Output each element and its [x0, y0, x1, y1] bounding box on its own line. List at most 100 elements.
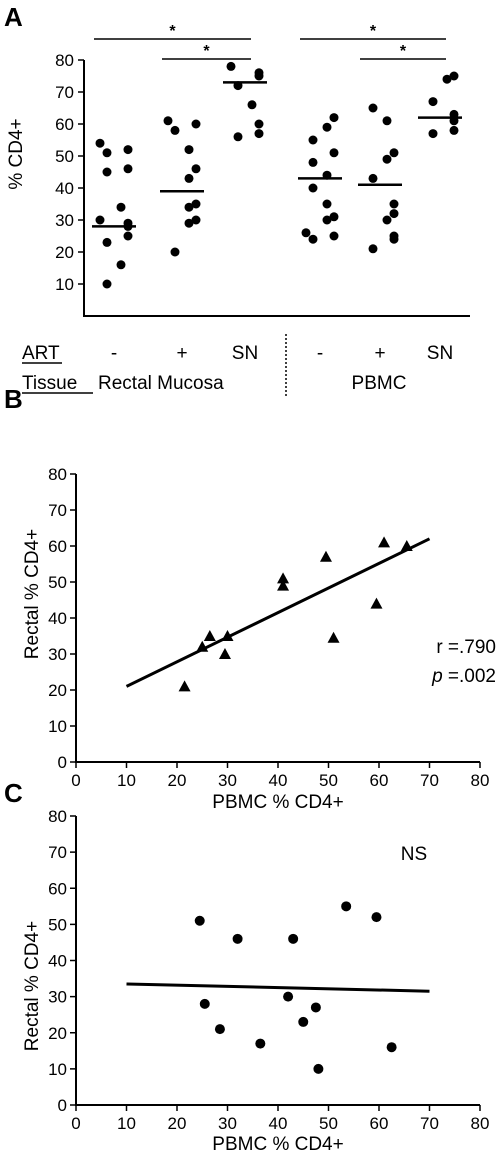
data-point — [184, 173, 194, 183]
x-tick-label: 80 — [471, 1114, 490, 1133]
art-group-label: + — [176, 343, 187, 364]
art-group-label: - — [317, 343, 323, 364]
y-tick-label: 30 — [48, 645, 67, 664]
data-point — [298, 1016, 309, 1027]
data-point — [368, 103, 378, 113]
panel-c-points — [194, 901, 397, 1074]
x-tick-label: 70 — [420, 771, 439, 790]
art-group-label: SN — [427, 343, 453, 364]
art-group-label: + — [374, 343, 385, 364]
data-point — [95, 138, 105, 148]
x-tick-label: 0 — [71, 771, 80, 790]
panel-b-xlabel: PBMC % CD4+ — [212, 792, 343, 813]
data-point — [341, 901, 352, 912]
panel-a-chart: % CD4+ 10 20 30 40 50 60 70 80 * * * * - + SN - + SN AR… — [6, 23, 470, 396]
art-group-label: SN — [232, 343, 258, 364]
data-point — [191, 119, 201, 129]
y-tick-label: 80 — [48, 807, 67, 826]
data-point — [310, 1002, 321, 1013]
panel-c-ns-label: NS — [401, 844, 427, 865]
data-point — [378, 536, 391, 548]
tissue-row-label: Tissue — [22, 373, 77, 394]
data-point — [329, 212, 339, 222]
y-tick-label: 60 — [48, 537, 67, 556]
data-point — [218, 648, 231, 659]
panel-c-axes — [75, 816, 480, 1106]
data-point — [255, 1038, 266, 1049]
y-tick-label: 30 — [48, 988, 67, 1007]
x-tick-label: 50 — [319, 771, 338, 790]
data-point — [199, 998, 210, 1009]
data-point — [95, 215, 105, 225]
y-tick-label: 20 — [48, 1024, 67, 1043]
data-point — [178, 680, 191, 692]
panel-a-axes — [83, 60, 470, 317]
x-tick-label: 50 — [319, 1114, 338, 1133]
panel-b-letter: B — [4, 384, 23, 414]
y-tick-label: 50 — [55, 147, 74, 166]
regression-line — [125, 537, 431, 688]
data-point — [184, 202, 194, 212]
data-point — [308, 234, 318, 244]
art-row-label: ART — [22, 343, 60, 364]
panel-a-significance: * * * * — [94, 23, 446, 60]
x-tick-label: 60 — [370, 771, 389, 790]
x-tick-label: 20 — [168, 1114, 187, 1133]
x-tick-label: 30 — [218, 771, 237, 790]
panel-b-r-value: r =.790 — [436, 637, 496, 658]
y-tick-label: 10 — [48, 1060, 67, 1079]
significance-asterisk: * — [169, 23, 176, 40]
data-point — [301, 228, 311, 238]
y-tick-label: 0 — [58, 753, 67, 772]
significance-asterisk: * — [370, 23, 377, 40]
data-point — [232, 933, 243, 944]
data-point — [226, 61, 236, 71]
data-point — [277, 572, 290, 584]
panel-b-ticks: 0 10 20 30 40 50 60 70 80 0 10 20 30 40 50 60 70 80 — [48, 465, 489, 790]
data-point — [123, 164, 133, 174]
x-tick-label: 20 — [168, 771, 187, 790]
data-point — [382, 154, 392, 164]
data-point — [428, 129, 438, 139]
panel-a-y-ticks: 10 20 30 40 50 60 70 80 — [55, 51, 84, 294]
data-point — [389, 199, 399, 209]
data-point — [102, 279, 112, 289]
data-point — [254, 129, 264, 139]
data-point — [368, 244, 378, 254]
data-point — [329, 113, 339, 123]
data-point — [322, 215, 332, 225]
panel-c-fit-line — [126, 982, 430, 993]
art-group-label: - — [111, 343, 117, 364]
data-point — [322, 122, 332, 132]
y-tick-label: 80 — [48, 465, 67, 484]
panel-a-group-labels: - + SN - + SN — [111, 343, 453, 364]
y-tick-label: 80 — [55, 51, 74, 70]
data-point — [233, 132, 243, 142]
data-point — [449, 125, 459, 135]
data-point — [102, 148, 112, 158]
y-tick-label: 30 — [55, 211, 74, 230]
y-tick-label: 70 — [55, 83, 74, 102]
data-point — [123, 145, 133, 155]
data-point — [254, 119, 264, 129]
x-tick-label: 70 — [420, 1114, 439, 1133]
data-point — [382, 116, 392, 126]
panel-a-medians — [92, 81, 462, 228]
panel-c-xlabel: PBMC % CD4+ — [212, 1134, 343, 1155]
panel-a-ylabel: % CD4+ — [6, 118, 27, 189]
y-tick-label: 60 — [48, 879, 67, 898]
data-point — [191, 215, 201, 225]
data-point — [428, 97, 438, 107]
y-tick-label: 50 — [48, 915, 67, 934]
data-point — [170, 125, 180, 135]
data-point — [196, 640, 209, 652]
data-point — [254, 68, 264, 78]
data-point — [247, 100, 257, 110]
data-point — [203, 630, 216, 641]
data-point — [400, 540, 413, 551]
tissue-label-pbmc: PBMC — [352, 373, 407, 394]
x-tick-label: 30 — [218, 1114, 237, 1133]
data-point — [313, 1063, 324, 1074]
x-tick-label: 0 — [71, 1114, 80, 1133]
